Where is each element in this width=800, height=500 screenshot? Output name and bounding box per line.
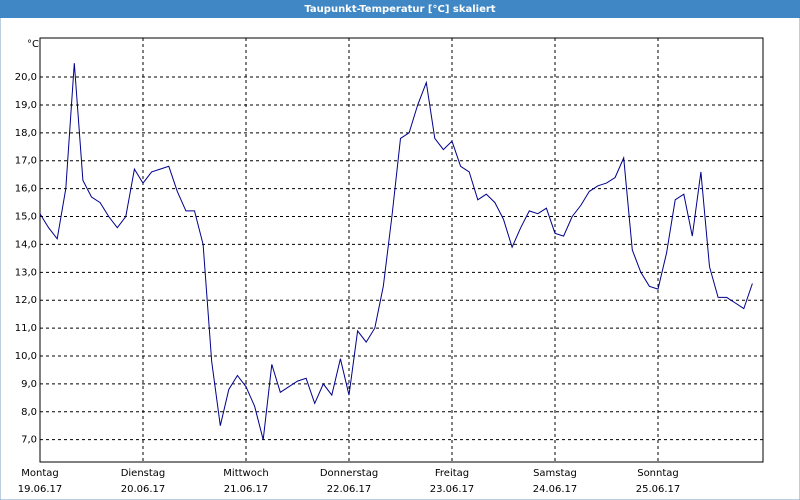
x-day-label: Freitag — [435, 468, 469, 479]
y-tick-label: 20,0 — [15, 72, 37, 83]
x-day-label: Samstag — [533, 468, 577, 479]
x-date-label: 24.06.17 — [533, 484, 578, 495]
y-tick-label: 8,0 — [21, 407, 37, 418]
x-date-label: 25.06.17 — [636, 484, 681, 495]
x-date-label: 21.06.17 — [224, 484, 269, 495]
x-date-label: 20.06.17 — [121, 484, 166, 495]
chart-title: Taupunkt-Temperatur [°C] skaliert — [304, 4, 495, 15]
x-date-label: 19.06.17 — [18, 484, 63, 495]
y-tick-label: 13,0 — [15, 267, 37, 278]
y-tick-label: 17,0 — [15, 156, 37, 167]
x-day-label: Montag — [21, 468, 58, 479]
y-tick-label: 16,0 — [15, 184, 37, 195]
x-day-label: Sonntag — [637, 468, 679, 479]
y-axis-label: °C — [27, 39, 39, 50]
x-day-label: Donnerstag — [320, 468, 378, 479]
y-tick-label: 10,0 — [15, 351, 37, 362]
y-tick-label: 19,0 — [15, 100, 37, 111]
y-tick-label: 11,0 — [15, 323, 37, 334]
x-day-label: Mittwoch — [223, 468, 268, 479]
y-tick-label: 7,0 — [21, 435, 37, 446]
y-tick-label: 14,0 — [15, 239, 37, 250]
data-line — [39, 63, 753, 440]
x-day-label: Dienstag — [121, 468, 166, 479]
title-bar — [0, 0, 800, 18]
y-tick-label: 18,0 — [15, 128, 37, 139]
x-date-label: 22.06.17 — [327, 484, 372, 495]
y-tick-label: 9,0 — [21, 379, 37, 390]
y-tick-label: 15,0 — [15, 212, 37, 223]
plot-frame — [39, 37, 764, 463]
y-tick-label: 12,0 — [15, 295, 37, 306]
x-date-label: 23.06.17 — [430, 484, 475, 495]
